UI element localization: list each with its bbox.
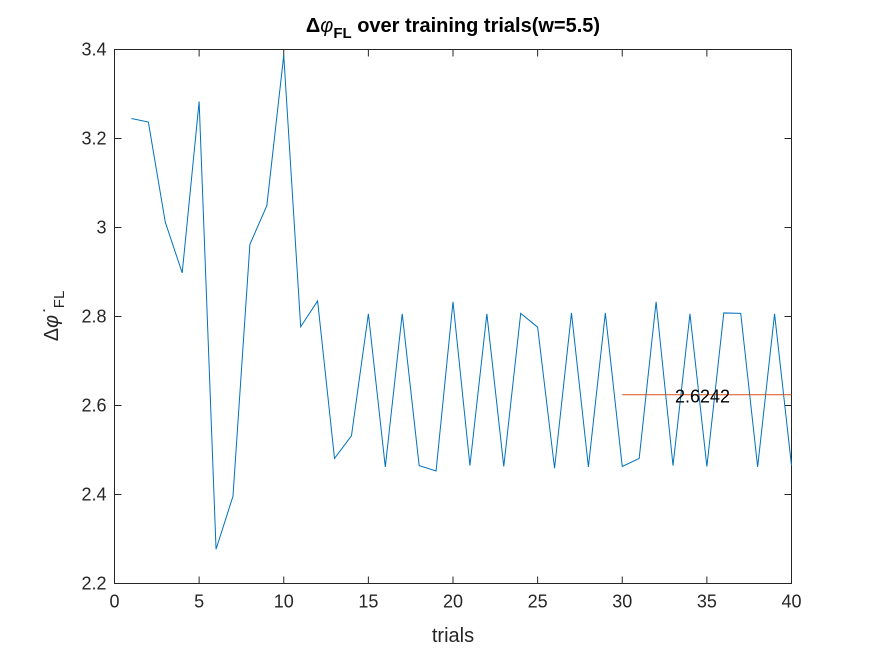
x-tick-label: 10: [274, 592, 294, 612]
chart-title: ΔφFL over training trials(w=5.5): [306, 15, 600, 42]
x-tick-label: 40: [781, 592, 801, 612]
x-tick-label: 30: [612, 592, 632, 612]
y-tick-label: 3: [96, 218, 106, 238]
x-tick-label: 20: [443, 592, 463, 612]
x-tick-label: 15: [358, 592, 378, 612]
mean-value-label: 2.6242: [675, 387, 730, 407]
series-line: [131, 55, 792, 550]
y-tick-label: 2.8: [81, 307, 106, 327]
x-tick-label: 0: [109, 592, 119, 612]
x-tick-label: 5: [194, 592, 204, 612]
y-tick-label: 3.2: [81, 129, 106, 149]
y-tick-label: 3.4: [81, 40, 106, 60]
x-tick-label: 25: [528, 592, 548, 612]
y-tick-label: 2.2: [81, 574, 106, 594]
x-tick-label: 35: [697, 592, 717, 612]
x-axis-title: trials: [432, 625, 474, 647]
plot-area: [114, 49, 792, 584]
y-axis-title: Δφ˙FL: [41, 291, 68, 342]
y-tick-label: 2.6: [81, 396, 106, 416]
y-tick-label: 2.4: [81, 485, 106, 505]
